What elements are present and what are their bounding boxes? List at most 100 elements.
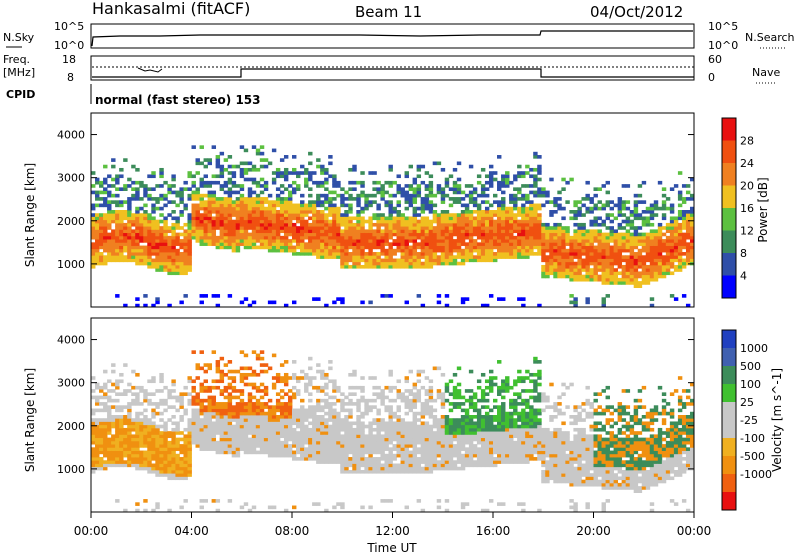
power-cell bbox=[642, 271, 646, 275]
power-cell bbox=[216, 181, 220, 185]
power-cell bbox=[159, 207, 163, 211]
power-cell bbox=[602, 265, 606, 269]
velocity-cell bbox=[405, 457, 409, 461]
power-cell bbox=[376, 216, 380, 220]
power-cell bbox=[686, 226, 690, 230]
power-cell bbox=[155, 262, 159, 266]
power-cell bbox=[405, 265, 409, 269]
velocity-cell bbox=[119, 428, 123, 432]
velocity-cell bbox=[268, 431, 272, 435]
power-cell bbox=[658, 207, 662, 211]
power-cell bbox=[465, 249, 469, 253]
power-cell bbox=[268, 200, 272, 204]
power-cell bbox=[292, 187, 296, 191]
power-cell bbox=[409, 233, 413, 237]
power-cell bbox=[200, 301, 204, 305]
power-cell bbox=[284, 168, 288, 172]
power-cell bbox=[284, 236, 288, 240]
velocity-cell bbox=[340, 457, 344, 461]
velocity-cell bbox=[376, 409, 380, 413]
velocity-cell bbox=[236, 444, 240, 448]
velocity-cell bbox=[244, 402, 248, 406]
velocity-cell bbox=[300, 412, 304, 416]
power-cell bbox=[505, 236, 509, 240]
velocity-cell bbox=[336, 457, 340, 461]
velocity-cell bbox=[131, 421, 135, 425]
power-cell bbox=[662, 262, 666, 266]
velocity-cell bbox=[127, 409, 131, 413]
velocity-cell bbox=[368, 467, 372, 471]
power-cell bbox=[569, 265, 573, 269]
power-cell bbox=[441, 220, 445, 224]
power-cell bbox=[634, 233, 638, 237]
velocity-cell bbox=[413, 392, 417, 396]
power-cell bbox=[368, 236, 372, 240]
power-cell bbox=[630, 252, 634, 256]
power-cell bbox=[501, 197, 505, 201]
power-cell bbox=[413, 265, 417, 269]
power-cell bbox=[678, 216, 682, 220]
power-cell bbox=[91, 249, 95, 253]
velocity-cell bbox=[296, 415, 300, 419]
power-cell bbox=[264, 242, 268, 246]
velocity-cell bbox=[139, 412, 143, 416]
power-cell bbox=[682, 239, 686, 243]
velocity-cell bbox=[111, 434, 115, 438]
velocity-cell bbox=[360, 438, 364, 442]
power-cell bbox=[670, 255, 674, 259]
velocity-cell bbox=[111, 444, 115, 448]
power-cell bbox=[421, 255, 425, 259]
power-cell bbox=[413, 255, 417, 259]
power-cell bbox=[155, 239, 159, 243]
power-cell bbox=[220, 204, 224, 208]
velocity-cell bbox=[196, 392, 200, 396]
velocity-cell bbox=[252, 434, 256, 438]
power-cell bbox=[529, 252, 533, 256]
velocity-cell bbox=[99, 447, 103, 451]
power-cell bbox=[445, 233, 449, 237]
velocity-cell bbox=[336, 460, 340, 464]
power-cell bbox=[292, 233, 296, 237]
power-cell bbox=[208, 233, 212, 237]
power-cell bbox=[409, 200, 413, 204]
power-cell bbox=[139, 255, 143, 259]
power-cell bbox=[393, 194, 397, 198]
power-cell bbox=[300, 242, 304, 246]
power-cell bbox=[208, 207, 212, 211]
velocity-cell bbox=[360, 412, 364, 416]
power-cell bbox=[179, 191, 183, 195]
power-cell bbox=[485, 229, 489, 233]
power-cell bbox=[598, 259, 602, 263]
velocity-cell bbox=[324, 376, 328, 380]
power-cell bbox=[388, 181, 392, 185]
power-cell bbox=[505, 174, 509, 178]
velocity-cell bbox=[401, 396, 405, 400]
power-cell bbox=[220, 236, 224, 240]
power-cell bbox=[666, 223, 670, 227]
velocity-cell bbox=[264, 425, 268, 429]
velocity-cell bbox=[147, 444, 151, 448]
power-cell bbox=[485, 194, 489, 198]
power-cell bbox=[577, 278, 581, 282]
power-cell bbox=[541, 236, 545, 240]
power-cell bbox=[183, 229, 187, 233]
power-cell bbox=[622, 233, 626, 237]
velocity-cell bbox=[179, 470, 183, 474]
power-cell bbox=[397, 226, 401, 230]
power-cell bbox=[630, 249, 634, 253]
velocity-cell bbox=[405, 470, 409, 474]
power-cell bbox=[308, 216, 312, 220]
power-cell bbox=[537, 165, 541, 169]
power-cell bbox=[521, 249, 525, 253]
velocity-cell bbox=[175, 441, 179, 445]
velocity-cell bbox=[111, 383, 115, 387]
velocity-cell bbox=[167, 431, 171, 435]
velocity-cell bbox=[304, 389, 308, 393]
velocity-cell bbox=[224, 415, 228, 419]
power-cell bbox=[224, 239, 228, 243]
velocity-cell bbox=[348, 412, 352, 416]
velocity-cell bbox=[240, 350, 244, 354]
power-cell bbox=[276, 236, 280, 240]
date-title: 04/Oct/2012 bbox=[590, 3, 683, 21]
velocity-cell bbox=[401, 425, 405, 429]
